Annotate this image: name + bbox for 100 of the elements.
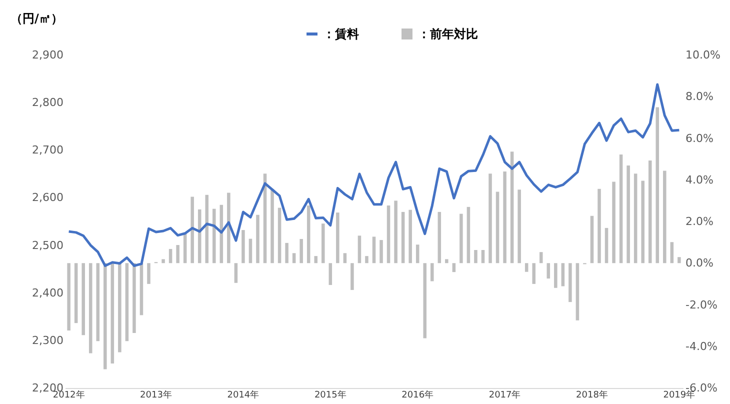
bar [322,224,325,264]
bar [604,228,608,264]
y2-tick-label: 6.0% [686,132,714,145]
bar [539,252,543,264]
bar [445,259,448,264]
x-tick-label: 2015年 [314,390,346,400]
bar [438,212,442,264]
bar [626,166,630,264]
bar [408,210,412,264]
bar [118,263,122,352]
y-tick-label: 2,900 [32,48,64,62]
bar [488,174,492,264]
bar [576,263,580,320]
bar [641,180,644,264]
bar [466,206,470,264]
y2-tick-label: 10.0% [686,48,720,62]
bar [358,236,362,264]
bar [496,192,500,264]
bar [168,248,172,264]
bar [248,238,252,264]
bar [212,208,216,264]
bar [663,170,666,264]
bar [205,194,209,264]
bar [460,214,463,264]
bar [619,154,623,264]
bar [285,242,288,264]
bar [67,263,70,331]
y2-tick-label: -2.0% [686,298,718,312]
x-tick-label: 2019年 [663,390,696,400]
bar [380,240,383,264]
x-tick-label: 2014年 [227,390,260,400]
bar [532,263,536,284]
bar [678,257,681,264]
x-tick-label: 2013年 [140,390,172,400]
bar [394,200,398,264]
bar [524,263,528,272]
bar [125,263,129,342]
y2-tick-label: 8.0% [686,90,714,104]
bar [401,212,405,264]
bar [74,263,78,324]
bar [503,172,506,264]
bar [227,192,230,264]
bar [242,230,245,264]
bar [481,250,485,264]
bar [474,250,478,264]
y-tick-label: 2,500 [32,238,64,252]
y-tick-label: 2,300 [32,334,64,347]
bar [430,263,434,282]
bar [270,189,274,264]
bar [88,263,92,354]
bar [568,263,572,302]
bar [190,196,194,264]
bar [612,182,616,264]
bar [518,190,521,264]
y2-tick-label: -4.0% [686,340,718,353]
bar [300,238,303,264]
bar [670,242,674,264]
bar [328,263,332,285]
bar [110,263,114,364]
line-series [68,83,680,267]
bar [546,263,550,279]
bar [336,212,340,264]
bar [306,205,310,264]
bar [292,253,296,264]
y-tick-label: 2,700 [32,144,64,157]
bar [423,263,426,338]
y2-tick-label: 4.0% [686,173,714,186]
bar [132,263,136,334]
bar [656,107,660,264]
bar [365,256,368,264]
bar [350,263,354,290]
y2-tick-label: 0.0% [686,256,714,270]
bar [256,214,260,264]
y-axis-title: （円/㎡） [10,12,63,26]
bar [598,188,601,264]
bar [561,263,565,286]
legend-label: ：前年対比 [418,27,478,41]
y2-tick-label: 2.0% [686,215,714,228]
bar [386,205,390,264]
bar [634,174,638,264]
bar [82,263,85,336]
bar [452,263,456,272]
bar [176,245,180,264]
bar [104,263,107,370]
bar [96,263,100,342]
y-tick-label: 2,600 [32,191,64,204]
bar [343,253,347,264]
legend-label: ：賃料 [323,27,359,41]
x-tick-label: 2017年 [488,390,521,400]
bar [590,216,594,264]
x-tick-label: 2016年 [402,390,434,400]
bar [648,160,652,264]
bar [554,263,558,288]
x-tick-label: 2018年 [576,390,608,400]
bar [147,263,150,284]
y-tick-label: 2,800 [32,96,64,110]
bar [314,256,318,264]
y-tick-label: 2,400 [32,286,64,300]
bar [372,236,376,264]
bar [416,244,420,264]
